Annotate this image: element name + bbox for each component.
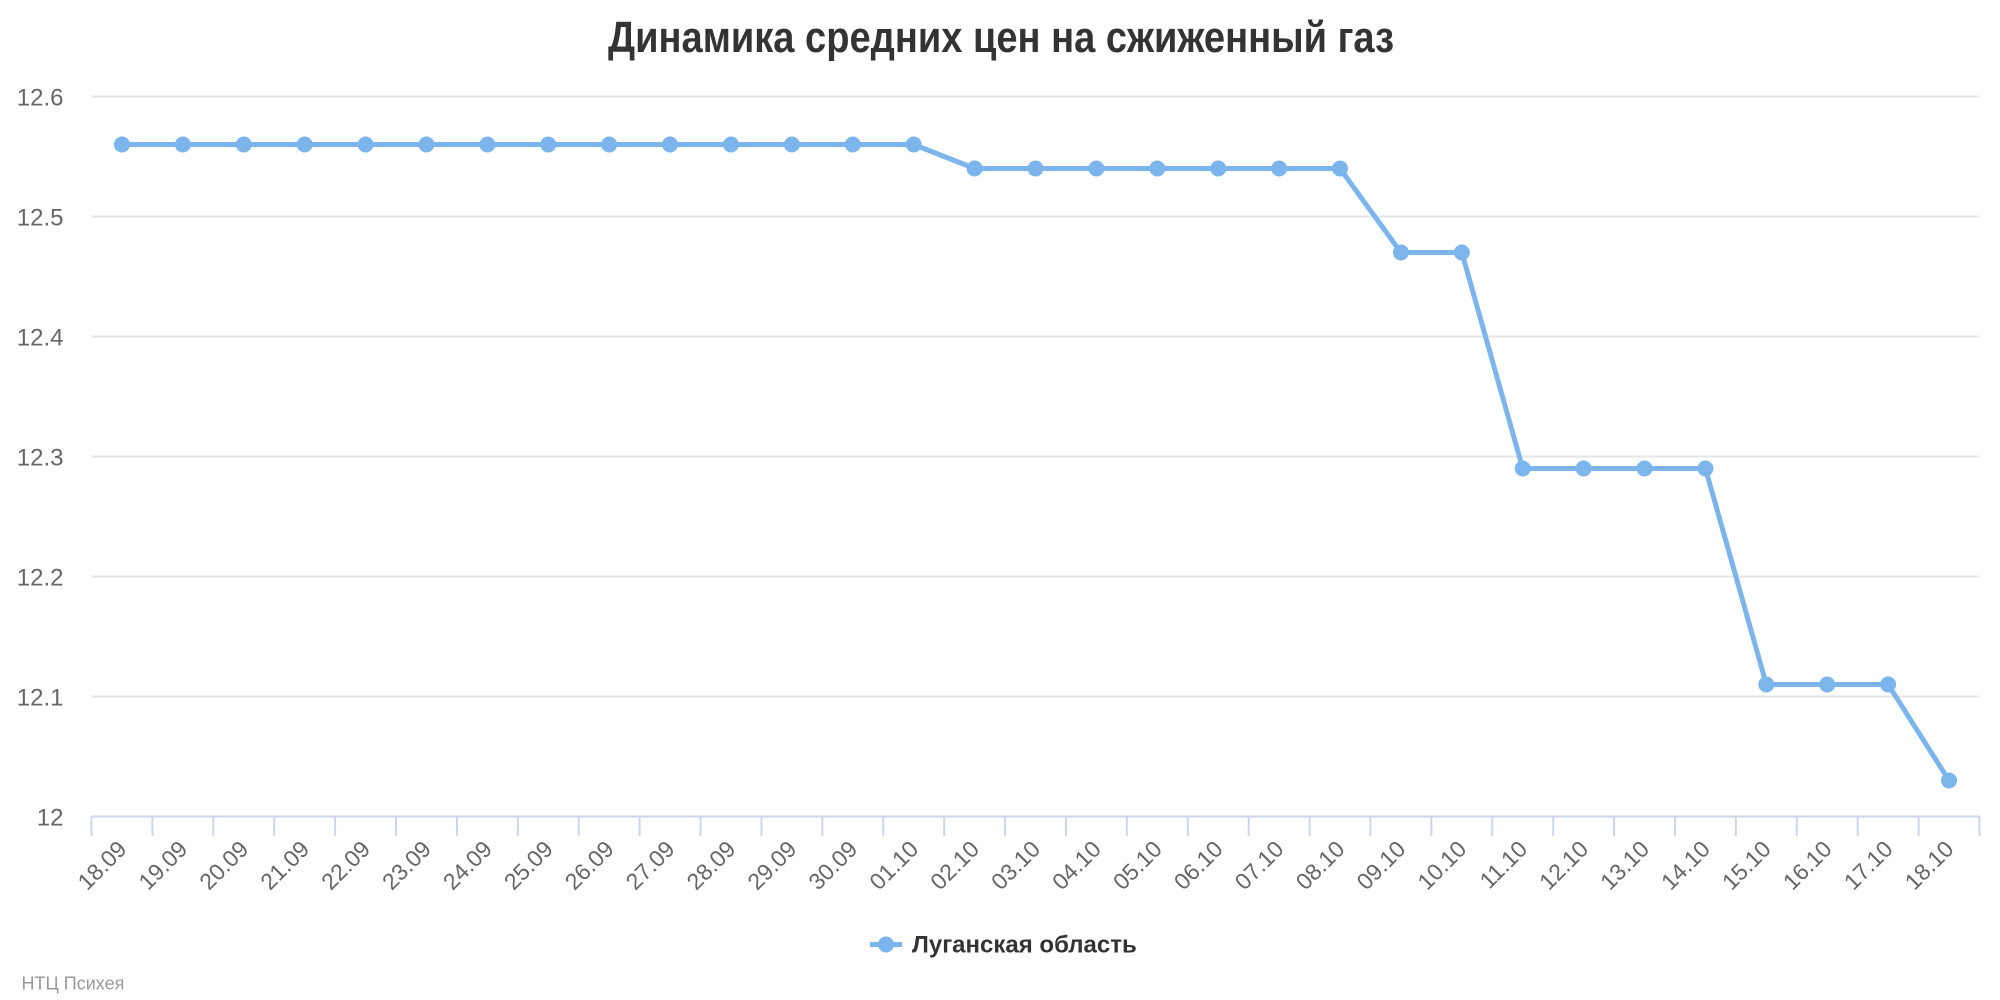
svg-text:12.4: 12.4 (17, 325, 64, 352)
svg-text:12: 12 (37, 805, 64, 832)
svg-text:НТЦ Психея: НТЦ Психея (22, 974, 125, 994)
svg-text:12.2: 12.2 (17, 565, 64, 592)
svg-text:12.5: 12.5 (17, 205, 64, 232)
svg-text:Динамика средних цен на сжижен: Динамика средних цен на сжиженный газ (608, 13, 1394, 62)
svg-text:12.3: 12.3 (17, 445, 64, 472)
svg-text:Луганская область: Луганская область (912, 932, 1137, 959)
svg-text:12.6: 12.6 (17, 85, 64, 112)
svg-text:12.1: 12.1 (17, 685, 64, 712)
